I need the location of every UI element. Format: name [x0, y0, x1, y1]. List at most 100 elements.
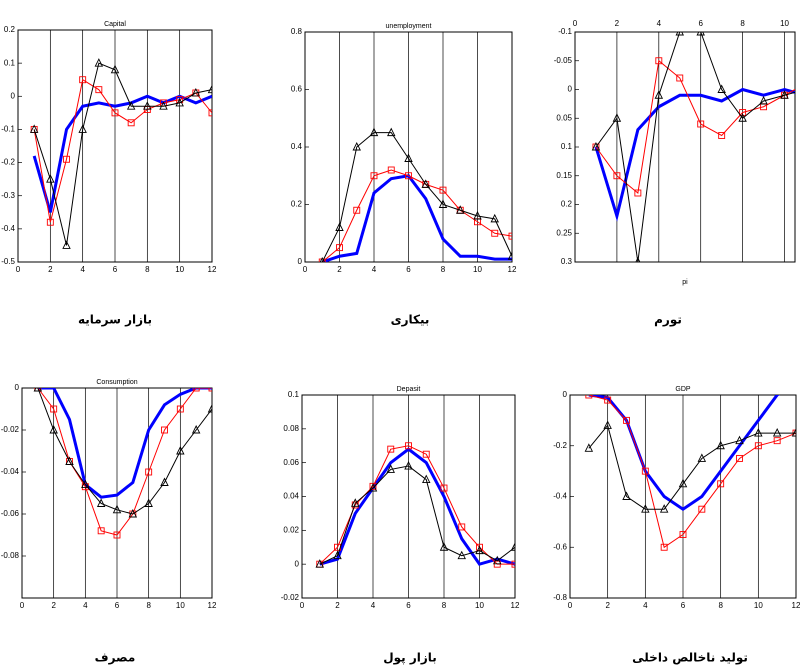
- chart-caption: مصرف: [95, 651, 136, 665]
- marker-triangle: [457, 550, 466, 560]
- marker-triangle: [207, 403, 212, 413]
- marker-triangle: [126, 101, 136, 110]
- marker-triangle: [772, 428, 782, 437]
- marker-square: [736, 454, 743, 462]
- marker-triangle: [475, 545, 484, 555]
- y-tick-label: 0.25: [556, 228, 572, 237]
- x-tick-label: 6: [681, 601, 686, 610]
- x-tick-label: 10: [176, 601, 185, 610]
- marker-triangle: [144, 498, 153, 507]
- x-tick-label: 8: [442, 601, 447, 610]
- series-line: [588, 424, 796, 510]
- series-line: [37, 388, 212, 536]
- y-tick-label: 0.15: [556, 171, 572, 180]
- x-tick-label: 2: [335, 601, 340, 610]
- x-tick-label: 0: [300, 601, 305, 610]
- y-tick-label: 0.05: [556, 113, 572, 122]
- marker-square: [676, 74, 684, 82]
- y-tick-label: 0.2: [291, 200, 303, 209]
- marker-triangle: [696, 32, 705, 36]
- series-line: [37, 388, 212, 515]
- x-tick-label: 10: [754, 601, 763, 610]
- marker-triangle: [191, 87, 201, 97]
- marker-triangle: [759, 95, 768, 105]
- x-tick-label: 8: [145, 265, 150, 274]
- marker-square: [613, 172, 621, 180]
- chart-title: Depasit: [397, 386, 421, 393]
- marker-square: [353, 206, 361, 214]
- x-tick-label: 8: [146, 601, 151, 610]
- marker-triangle: [697, 453, 707, 462]
- series-group: [584, 395, 796, 551]
- series-group: [29, 58, 212, 249]
- marker-square: [440, 484, 448, 492]
- y-tick-label: 0.3: [561, 257, 573, 266]
- chart-panel: 0 2 4 6 8 10 12 -0.8 -0.6 -0.4 -0.2 0 GDP تولید ناخال…: [553, 386, 800, 666]
- series-line: [321, 132, 512, 262]
- x-tick-label: 0: [568, 601, 573, 610]
- series-line: [319, 447, 515, 566]
- marker-triangle: [654, 90, 664, 99]
- series-line: [321, 174, 512, 262]
- x-tick-label: 8: [441, 265, 446, 274]
- marker-triangle: [386, 464, 395, 473]
- marker-triangle: [612, 113, 622, 122]
- series-group: [33, 388, 212, 539]
- marker-triangle: [584, 443, 594, 452]
- marker-triangle: [387, 127, 396, 137]
- series-line: [595, 32, 795, 262]
- marker-square: [655, 57, 663, 65]
- x-tick-label: 10: [175, 265, 184, 274]
- marker-triangle: [315, 559, 324, 568]
- y-tick-label: 0: [568, 85, 573, 94]
- x-tick-label: 2: [605, 601, 610, 610]
- marker-triangle: [49, 424, 58, 434]
- y-tick-label: -0.3: [1, 191, 15, 200]
- marker-square: [208, 109, 212, 117]
- x-tick-label: 4: [80, 265, 85, 274]
- x-tick-label: 10: [473, 265, 482, 274]
- marker-triangle: [176, 445, 185, 455]
- y-tick-label: 0.2: [4, 25, 16, 34]
- plot-frame: [574, 31, 796, 263]
- y-tick-label: -0.2: [1, 158, 15, 167]
- x-tick-label: 0: [20, 601, 25, 610]
- x-tick-label: 6: [113, 265, 118, 274]
- marker-triangle: [507, 251, 512, 260]
- y-tick-label: -0.8: [553, 593, 567, 602]
- y-tick-label: -0.2: [553, 441, 567, 450]
- marker-triangle: [456, 205, 465, 214]
- marker-square: [679, 531, 687, 539]
- marker-square: [370, 172, 378, 180]
- x-tick-label: 2: [51, 601, 56, 610]
- marker-triangle: [96, 498, 106, 507]
- marker-triangle: [191, 424, 201, 434]
- marker-triangle: [78, 124, 87, 133]
- marker-square: [405, 442, 412, 450]
- marker-triangle: [635, 256, 641, 262]
- marker-square: [95, 86, 103, 94]
- series-line: [594, 87, 795, 222]
- marker-square: [113, 531, 121, 539]
- marker-triangle: [319, 256, 325, 262]
- marker-triangle: [33, 388, 43, 392]
- y-tick-label: 0.8: [291, 27, 303, 36]
- marker-triangle: [207, 84, 212, 94]
- y-tick-label: -0.5: [1, 257, 15, 266]
- y-tick-label: 0.4: [291, 142, 303, 151]
- marker-triangle: [493, 555, 502, 565]
- y-tick-label: 0.2: [561, 200, 573, 209]
- x-tick-label: 4: [657, 19, 662, 28]
- marker-triangle: [175, 97, 184, 107]
- marker-square: [717, 480, 725, 488]
- y-tick-label: -0.02: [1, 425, 20, 434]
- marker-square: [192, 388, 200, 392]
- x-tick-label: 6: [698, 19, 703, 28]
- chart-panel: 0 2 4 6 8 10 12 0 0.2 0.4 0.6 0.8 unemployment بیکاری: [291, 23, 517, 327]
- y-tick-label: 0.06: [283, 458, 299, 467]
- marker-square: [585, 395, 593, 399]
- marker-triangle: [422, 474, 431, 484]
- marker-triangle: [110, 64, 120, 74]
- marker-square: [127, 119, 135, 127]
